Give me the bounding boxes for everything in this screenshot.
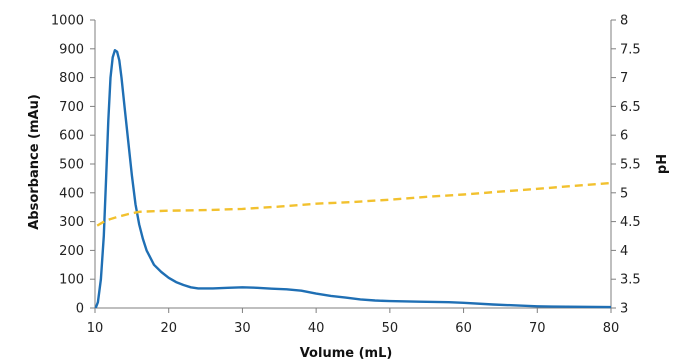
y-tick-label: 900: [59, 42, 84, 57]
y2-tick-label: 5: [620, 186, 628, 201]
y-tick-label: 800: [59, 71, 84, 86]
x-tick-label: 40: [308, 321, 325, 336]
y2-tick-label: 3.5: [620, 273, 641, 288]
x-axis-ticks: 10 20 30 40 50 60 70 80: [87, 308, 620, 336]
absorbance-series-line: [94, 49, 612, 309]
y-tick-label: 400: [59, 186, 84, 201]
right-axis-ticks: 3 3.5 4 4.5 5 5.5 6 6.5 7 7.5 8: [611, 14, 641, 317]
y-tick-label: 100: [59, 273, 84, 288]
y-tick-label: 200: [59, 244, 84, 259]
y2-axis-title: pH: [655, 154, 670, 174]
left-axis-ticks: 0 100 200 300 400 500 600 700 800 900 1000: [51, 14, 95, 317]
y2-tick-label: 6: [620, 129, 628, 144]
x-tick-label: 30: [234, 321, 251, 336]
x-tick-label: 60: [455, 321, 472, 336]
y-tick-label: 1000: [51, 14, 84, 29]
y2-tick-label: 3: [620, 302, 628, 317]
y2-tick-label: 6.5: [620, 100, 641, 115]
y2-tick-label: 4.5: [620, 215, 641, 230]
y2-tick-label: 4: [620, 244, 628, 259]
x-tick-label: 70: [529, 321, 546, 336]
x-tick-label: 20: [160, 321, 177, 336]
y-tick-label: 500: [59, 158, 84, 173]
axes: [94, 20, 612, 309]
x-axis-title: Volume (mL): [300, 346, 393, 361]
y2-tick-label: 7.5: [620, 42, 641, 57]
y2-tick-label: 5.5: [620, 158, 641, 173]
x-tick-label: 80: [603, 321, 620, 336]
y-tick-label: 700: [59, 100, 84, 115]
x-tick-label: 50: [382, 321, 399, 336]
y-tick-label: 0: [76, 302, 84, 317]
y-tick-label: 300: [59, 215, 84, 230]
y-axis-title: Absorbance (mAu): [27, 94, 42, 230]
x-tick-label: 10: [87, 321, 104, 336]
ph-series-line: [96, 181, 612, 227]
series-layer: [94, 49, 612, 309]
y2-tick-label: 7: [620, 71, 628, 86]
y2-tick-label: 8: [620, 14, 628, 29]
y-tick-label: 600: [59, 129, 84, 144]
